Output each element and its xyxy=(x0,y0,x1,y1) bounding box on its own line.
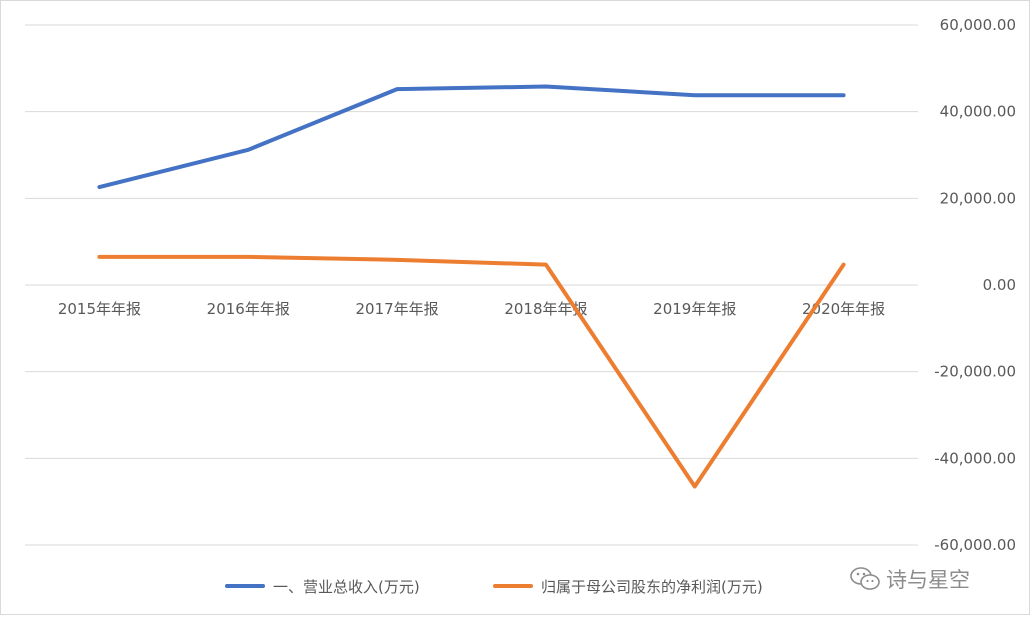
series-line-revenue xyxy=(97,84,846,190)
legend-label-net-profit: 归属于母公司股东的净利润(万元) xyxy=(541,577,763,596)
y-tick-label: 60,000.00 xyxy=(940,16,1016,34)
watermark: 诗与星空 xyxy=(850,564,970,594)
x-tick-label: 2016年年报 xyxy=(207,300,290,318)
y-tick-label: -40,000.00 xyxy=(934,449,1016,467)
y-tick-label: 0.00 xyxy=(983,276,1016,294)
y-tick-label: 40,000.00 xyxy=(940,103,1016,121)
y-axis-tick-labels: 60,000.00 40,000.00 20,000.00 0.00 -20,000.0… xyxy=(934,16,1016,554)
y-tick-label: 20,000.00 xyxy=(940,189,1016,207)
x-tick-label: 2020年年报 xyxy=(802,300,885,318)
y-tick-label: -60,000.00 xyxy=(934,536,1016,554)
x-tick-label: 2017年年报 xyxy=(355,300,438,318)
legend-item-net-profit: 归属于母公司股东的净利润(万元) xyxy=(493,572,763,600)
legend-item-revenue: 一、营业总收入(万元) xyxy=(225,572,420,600)
x-tick-label: 2019年年报 xyxy=(653,300,736,318)
legend-swatch-revenue xyxy=(225,584,265,588)
gridlines xyxy=(25,24,918,546)
x-tick-label: 2015年年报 xyxy=(58,300,141,318)
x-tick-label: 2018年年报 xyxy=(504,300,587,318)
wechat-icon xyxy=(850,567,880,590)
y-tick-label: -20,000.00 xyxy=(934,363,1016,381)
legend-label-revenue: 一、营业总收入(万元) xyxy=(273,577,420,596)
x-axis-tick-labels: 2015年年报 2016年年报 2017年年报 2018年年报 2019年年报 2020年… xyxy=(58,300,885,318)
legend-swatch-net-profit xyxy=(493,584,533,588)
series-line-net-profit xyxy=(97,254,846,489)
series-lines xyxy=(97,84,846,489)
watermark-text: 诗与星空 xyxy=(886,568,970,592)
